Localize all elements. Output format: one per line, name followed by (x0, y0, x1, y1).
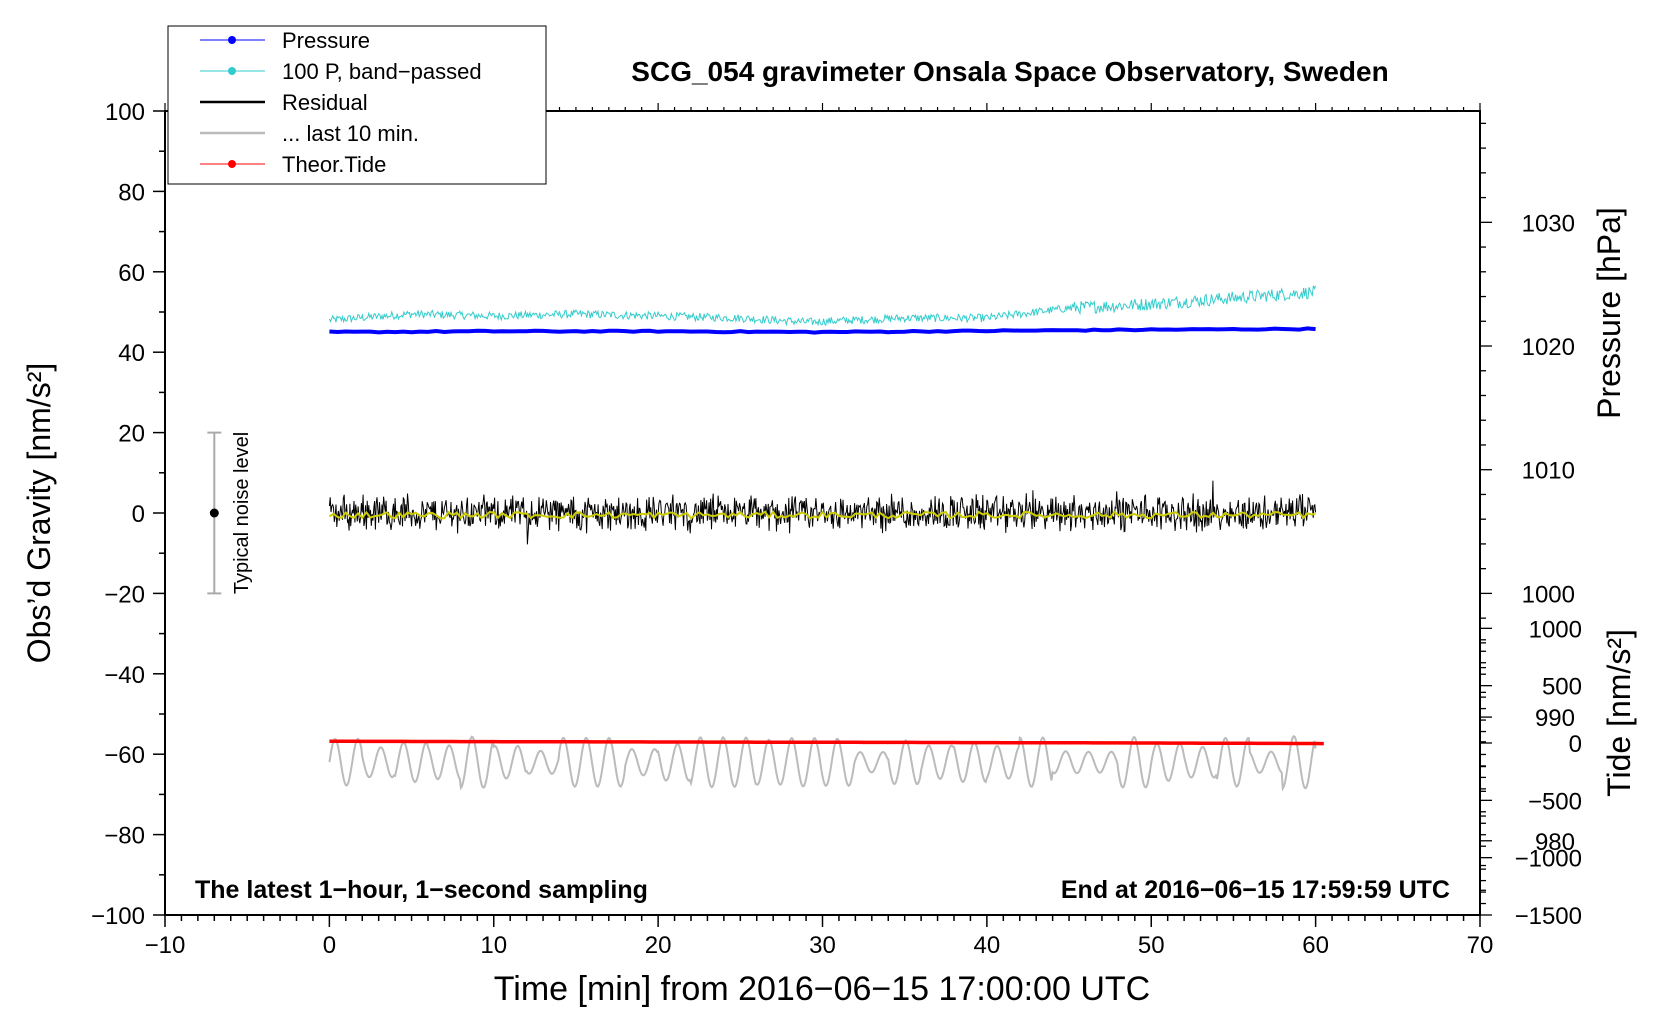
axes-ticks: −10 0 10 20 30 40 50 60 70−100−80−60−40−20020406… (91, 99, 1582, 959)
series-residual (328, 480, 1317, 545)
series-pressure (329, 326, 1316, 335)
tide-tick-label: −1500 (1515, 903, 1582, 930)
pressure-tick-label: 1000 (1522, 581, 1575, 608)
y-tick-label: −20 (104, 581, 145, 608)
y-tick-label: 80 (118, 179, 145, 206)
y-axis-label-left: Obs’d Gravity [nm/s²] (21, 363, 57, 664)
x-axis-label: Time [min] from 2016−06−15 17:00:00 UTC (494, 970, 1150, 1008)
chart-title: SCG_054 gravimeter Onsala Space Observat… (631, 56, 1388, 87)
y-tick-label: 0 (132, 501, 145, 528)
y-tick-label: 20 (118, 421, 145, 448)
tide-tick-label: 500 (1542, 674, 1582, 701)
pressure-tick-label: 990 (1535, 705, 1575, 732)
y-tick-label: 60 (118, 260, 145, 287)
legend-marker (228, 67, 236, 75)
legend-label: Residual (282, 90, 368, 115)
series-residual-smoothed (328, 510, 1316, 520)
legend-box (167, 25, 547, 185)
pressure-tick-label: 980 (1535, 829, 1575, 856)
noise-indicator (207, 431, 222, 595)
y-tick-label: −60 (104, 742, 145, 769)
y-tick-label: 100 (105, 99, 145, 126)
x-tick-label: 60 (1302, 932, 1329, 959)
legend-label: Theor.Tide (282, 152, 386, 177)
annotation-bottom-right: End at 2016−06−15 17:59:59 UTC (1061, 876, 1450, 904)
annotation-bottom-left: The latest 1−hour, 1−second sampling (195, 876, 648, 904)
x-tick-label: 40 (974, 932, 1001, 959)
pressure-tick-label: 1030 (1522, 210, 1575, 237)
x-tick-label: 50 (1138, 932, 1165, 959)
series-band-passed-pressure (328, 285, 1317, 327)
x-tick-label: 10 (480, 932, 507, 959)
x-tick-label: 20 (645, 932, 672, 959)
series-last-10-min (328, 734, 1317, 792)
pressure-tick-label: 1010 (1522, 458, 1575, 485)
y-axis-label-pressure: Pressure [hPa] (1591, 207, 1627, 419)
y-tick-label: −40 (104, 662, 145, 689)
legend-marker (228, 36, 236, 44)
noise-level-label: Typical noise level (231, 432, 253, 594)
tide-tick-label: 0 (1569, 731, 1582, 758)
y-tick-label: −100 (91, 903, 145, 930)
noise-center-dot (209, 508, 219, 518)
legend-label: ... last 10 min. (282, 121, 419, 146)
series (328, 285, 1324, 792)
tide-tick-label: −500 (1528, 788, 1582, 815)
tide-tick-label: 1000 (1529, 616, 1582, 643)
pressure-tick-label: 1020 (1522, 334, 1575, 361)
x-tick-label: 70 (1467, 932, 1494, 959)
tide-tick-label: −1000 (1515, 846, 1582, 873)
y-axis-label-tide: Tide [nm/s²] (1601, 629, 1637, 797)
legend-label: 100 P, band−passed (282, 59, 482, 84)
y-tick-label: −80 (104, 823, 145, 850)
x-tick-label: 0 (323, 932, 336, 959)
series-theor-tide (329, 739, 1324, 746)
x-tick-label: −10 (145, 932, 186, 959)
legend-marker (228, 160, 236, 168)
legend-label: Pressure (282, 28, 370, 53)
x-tick-label: 30 (809, 932, 836, 959)
y-tick-label: 40 (118, 340, 145, 367)
legend: Pressure 100 P, band−passed Residual ... la… (167, 25, 547, 185)
